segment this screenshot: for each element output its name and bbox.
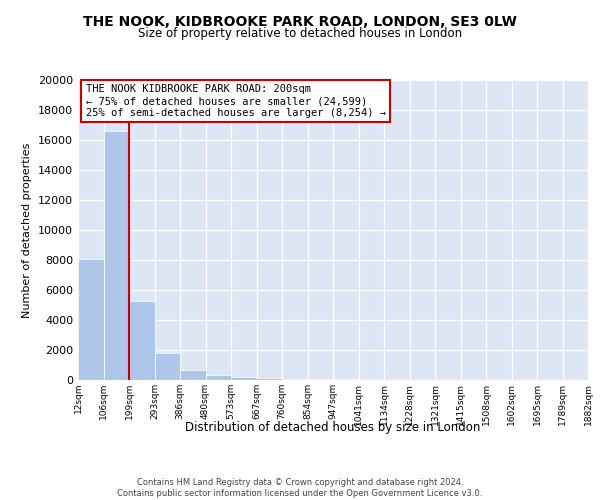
Bar: [205, 375, 231, 380]
Text: THE NOOK KIDBROOKE PARK ROAD: 200sqm
← 75% of detached houses are smaller (24,59: THE NOOK KIDBROOKE PARK ROAD: 200sqm ← 7…: [86, 84, 386, 117]
Bar: [333, 379, 359, 380]
Bar: [180, 370, 205, 380]
Bar: [104, 131, 129, 380]
Bar: [231, 377, 257, 380]
Bar: [155, 353, 180, 380]
Bar: [129, 300, 155, 380]
Bar: [257, 378, 282, 380]
Y-axis label: Number of detached properties: Number of detached properties: [22, 142, 32, 318]
Bar: [78, 258, 104, 380]
Bar: [282, 378, 308, 380]
Text: Contains HM Land Registry data © Crown copyright and database right 2024.
Contai: Contains HM Land Registry data © Crown c…: [118, 478, 482, 498]
Bar: [308, 378, 333, 380]
Text: Distribution of detached houses by size in London: Distribution of detached houses by size …: [185, 421, 481, 434]
Text: Size of property relative to detached houses in London: Size of property relative to detached ho…: [138, 28, 462, 40]
Text: THE NOOK, KIDBROOKE PARK ROAD, LONDON, SE3 0LW: THE NOOK, KIDBROOKE PARK ROAD, LONDON, S…: [83, 15, 517, 29]
